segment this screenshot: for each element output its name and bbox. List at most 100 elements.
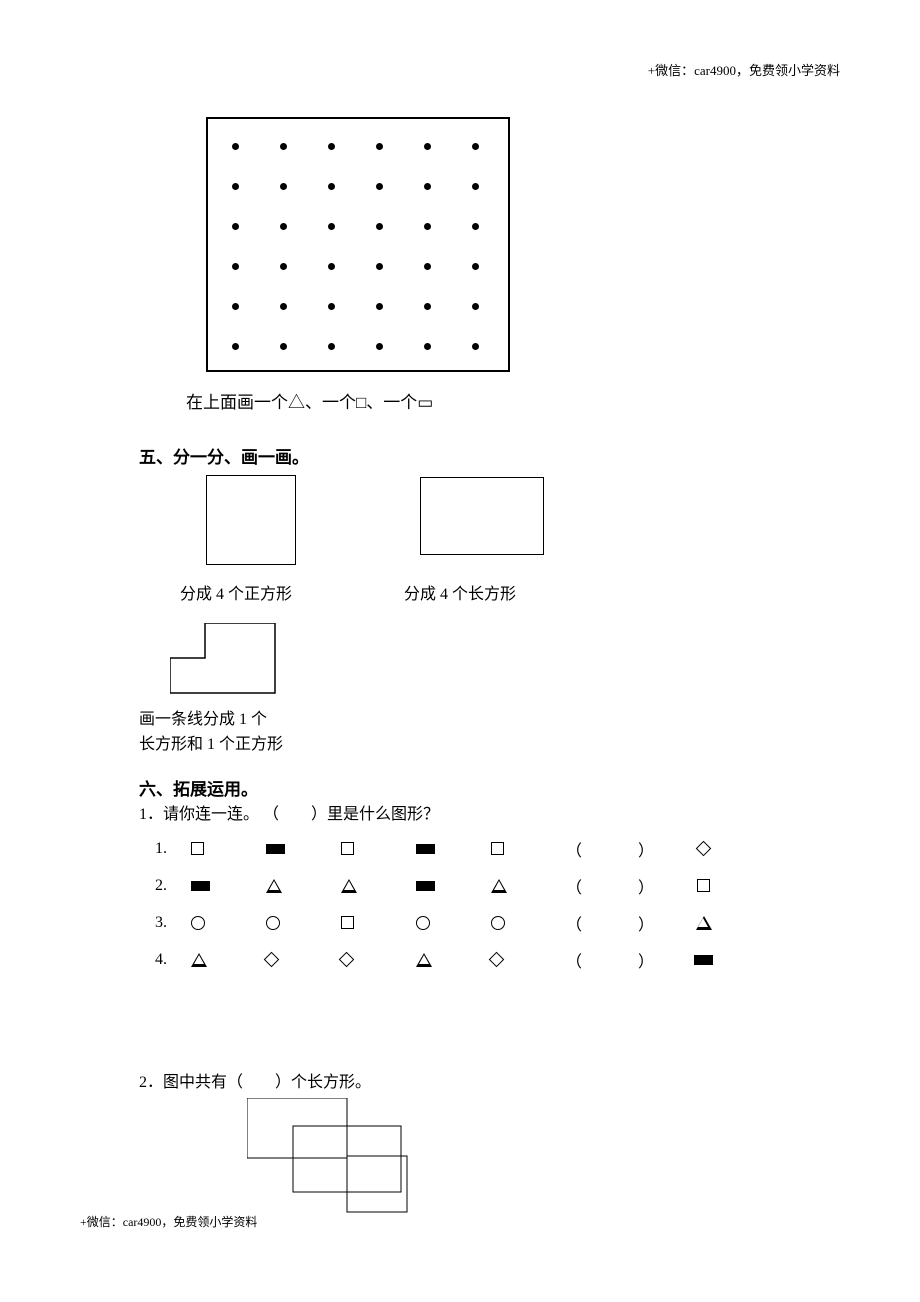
grid-dot [376,223,383,230]
question-1: 1．请你连一连。 （ ）里是什么图形？ [139,800,439,824]
footer-note: +微信：car4900，免费领小学资料 [80,1213,257,1230]
tri-outline-icon [191,953,207,967]
pattern-row: 4. （ ） [155,941,775,978]
grid-dot [472,263,479,270]
grid-dot [328,143,335,150]
blank-paren: （ ） [566,837,681,861]
pattern-row: 2. （ ） [155,867,775,904]
sq-outline-icon [341,842,354,855]
blank-paren: （ ） [566,911,681,935]
grid-dot [280,263,287,270]
sq-filled-icon [266,844,285,854]
pattern-table: 1. （ ） 2. （ ） 3. （ ） 4. （ ） [155,830,775,978]
grid-dot [472,183,479,190]
dot-grid-caption: 在上面画一个△、一个□、一个▭ [186,388,433,413]
pattern-cell [491,879,566,893]
pattern-cell [191,881,266,891]
grid-dot [424,223,431,230]
square-label: 分成 4 个正方形 [180,580,292,604]
diamond-outline-icon [696,841,712,857]
l-shape [170,623,280,698]
pattern-cell [266,954,341,965]
grid-dot [232,303,239,310]
grid-dot [424,343,431,350]
grid-dot [376,303,383,310]
answer-cell [681,840,726,858]
question-2: 2．图中共有（ ）个长方形。 [139,1068,371,1092]
grid-dot [472,343,479,350]
diamond-outline-icon [489,952,505,968]
pattern-cell [191,916,266,930]
grid-dot [232,223,239,230]
tri-outline-icon [341,879,357,893]
header-note: +微信：car4900，免费领小学资料 [648,60,840,79]
grid-dot [472,143,479,150]
grid-dot [328,223,335,230]
pattern-cell [191,953,266,967]
row-number: 3. [155,914,191,932]
grid-dot [280,143,287,150]
pattern-cell [266,844,341,854]
row-number: 4. [155,951,191,969]
diamond-outline-icon [339,952,355,968]
grid-dot [472,303,479,310]
circ-outline-icon [416,916,430,930]
overlap-rectangles [247,1098,412,1218]
dot-grid-box [206,117,510,372]
pattern-cell [416,916,491,930]
pattern-cell [416,953,491,967]
grid-dot [376,263,383,270]
grid-dot [232,263,239,270]
grid-dot [424,303,431,310]
grid-dot [376,183,383,190]
answer-cell [681,914,726,932]
grid-dot [328,183,335,190]
blank-paren: （ ） [566,948,681,972]
square-box [206,475,296,565]
grid-dot [328,263,335,270]
lshape-label-1: 画一条线分成 1 个 [139,705,267,729]
lshape-label-2: 长方形和 1 个正方形 [139,730,283,754]
sq-filled-icon [694,955,713,965]
tri-outline-icon [696,916,712,930]
sq-filled-icon [191,881,210,891]
grid-dot [280,303,287,310]
answer-cell [681,951,726,969]
circ-outline-icon [266,916,280,930]
section-5-title: 五、分一分、画一画。 [139,443,309,468]
answer-cell [681,877,726,895]
pattern-cell [341,879,416,893]
grid-dot [328,303,335,310]
row-number: 2. [155,877,191,895]
pattern-cell [416,881,491,891]
pattern-cell [491,916,566,930]
pattern-cell [491,954,566,965]
overlap-rect [247,1098,347,1158]
grid-dot [328,343,335,350]
sq-outline-icon [697,879,710,892]
tri-outline-icon [266,879,282,893]
grid-dot [232,343,239,350]
sq-outline-icon [491,842,504,855]
grid-dot [232,143,239,150]
diamond-outline-icon [264,952,280,968]
grid-dot [232,183,239,190]
pattern-row: 1. （ ） [155,830,775,867]
dot-grid [232,143,488,351]
row-number: 1. [155,840,191,858]
rectangle-box [420,477,544,555]
sq-outline-icon [191,842,204,855]
pattern-cell [341,954,416,965]
grid-dot [280,343,287,350]
pattern-cell [491,842,566,855]
pattern-cell [191,842,266,855]
section-6-title: 六、拓展运用。 [139,775,258,800]
blank-paren: （ ） [566,874,681,898]
grid-dot [472,223,479,230]
sq-filled-icon [416,844,435,854]
rectangle-label: 分成 4 个长方形 [404,580,516,604]
sq-outline-icon [341,916,354,929]
circ-outline-icon [191,916,205,930]
pattern-cell [416,844,491,854]
pattern-cell [341,916,416,929]
